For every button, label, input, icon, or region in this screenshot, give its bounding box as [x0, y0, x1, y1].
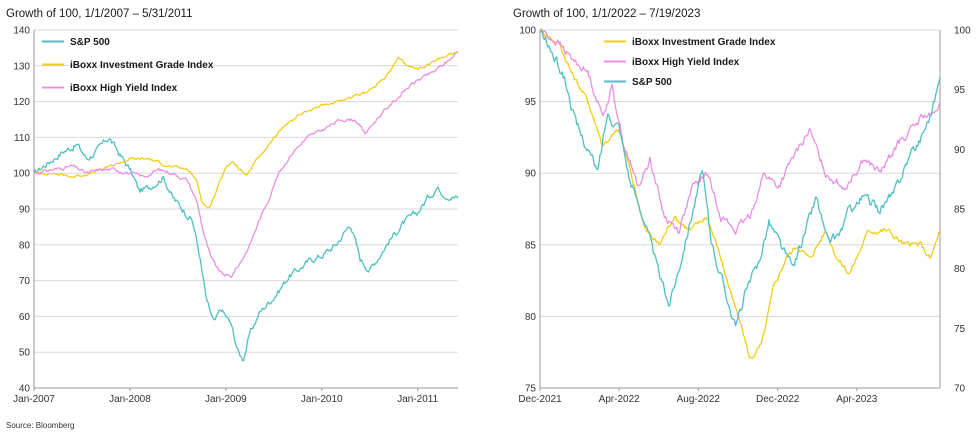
y-tick-label: 70	[19, 276, 31, 287]
y-tick-label: 110	[14, 133, 30, 144]
y-tick-label: 90	[525, 169, 537, 180]
x-tick-label: Jan-2009	[205, 394, 247, 405]
y-right-tick-label: 95	[954, 85, 966, 96]
legend-label: iBoxx Investment Grade Index	[70, 60, 214, 71]
y-tick-label: 80	[19, 240, 31, 251]
legend-label: iBoxx High Yield Index	[632, 57, 740, 68]
series-line-1	[539, 28, 941, 235]
y-tick-label: 130	[13, 61, 30, 72]
y-tick-label: 95	[525, 97, 537, 108]
x-tick-label: Jan-2010	[301, 394, 343, 405]
source-note: Source: Bloomberg	[6, 421, 75, 430]
chart-title-right: Growth of 100, 1/1/2022 – 7/19/2023	[513, 8, 701, 20]
series-line-1	[33, 50, 459, 209]
x-tick-label: Dec-2022	[756, 394, 800, 405]
y-tick-label: 40	[19, 384, 31, 395]
y-right-tick-label: 80	[954, 264, 966, 275]
x-tick-label: Dec-2021	[518, 394, 562, 405]
x-tick-label: Aug-2022	[677, 394, 721, 405]
chart-left: 40 50 60 70 80 90 100 110 120 130 140 Jan-2007 Jan-2…	[13, 26, 459, 405]
x-tick-label: Jan-2007	[13, 394, 55, 405]
y-right-tick-label: 75	[954, 324, 966, 335]
y-tick-label: 50	[19, 348, 31, 359]
series-line-2	[539, 29, 941, 327]
y-right-tick-label: 70	[954, 384, 966, 395]
series-line-0	[33, 138, 459, 362]
y-tick-label: 60	[19, 312, 31, 323]
y-tick-label: 80	[525, 312, 537, 323]
legend-label: iBoxx High Yield Index	[70, 83, 178, 94]
y-right-tick-label: 100	[954, 26, 971, 37]
x-tick-label: Jan-2011	[397, 394, 438, 405]
y-tick-label: 85	[525, 240, 537, 251]
x-tick-label: Apr-2023	[836, 394, 878, 405]
y-tick-label: 90	[19, 205, 31, 216]
series-line-0	[539, 28, 941, 359]
x-tick-label: Apr-2022	[599, 394, 641, 405]
legend-label: iBoxx Investment Grade Index	[632, 37, 776, 48]
y-right-tick-label: 85	[954, 205, 966, 216]
y-tick-label: 120	[13, 97, 30, 108]
y-right-tick-label: 90	[954, 145, 966, 156]
chart-right: 75 80 85 90 95 100 70 75 80 85 90 95 100 Dec-2021 Apr-…	[518, 26, 971, 406]
y-tick-label: 75	[525, 384, 537, 395]
chart-title-left: Growth of 100, 1/1/2007 – 5/31/2011	[6, 8, 193, 20]
x-tick-label: Jan-2008	[109, 394, 151, 405]
y-tick-label: 100	[519, 26, 536, 37]
y-tick-label: 140	[13, 26, 30, 37]
series-line-2	[33, 50, 459, 278]
legend-label: S&P 500	[632, 77, 672, 88]
legend-label: S&P 500	[70, 37, 110, 48]
y-tick-label: 100	[13, 169, 30, 180]
